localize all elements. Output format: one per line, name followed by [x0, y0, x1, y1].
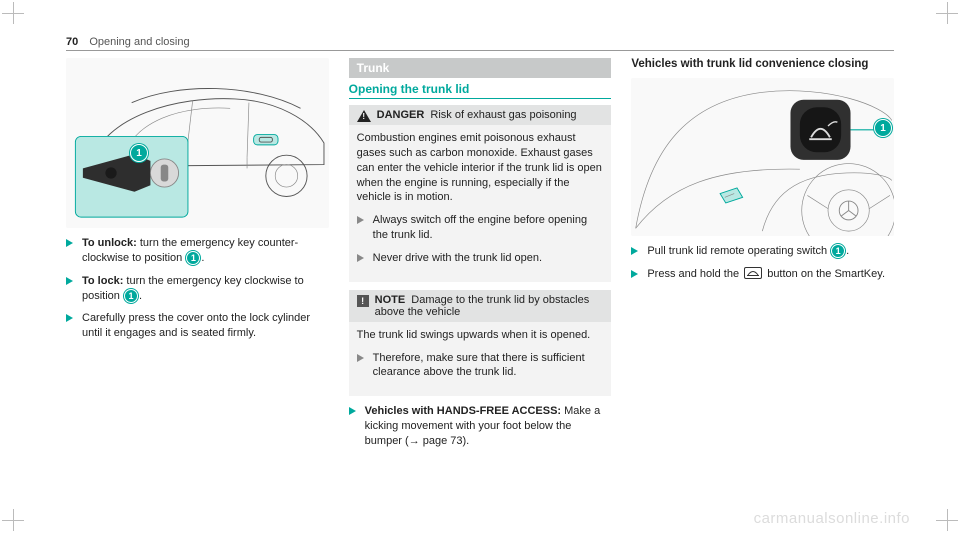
trunk-key-icon — [744, 267, 762, 279]
column-1: 1 To unlock: turn the emergency key coun… — [66, 58, 329, 503]
column-3: Vehicles with trunk lid convenience clos… — [631, 58, 894, 503]
page-header: 70 Opening and closing — [66, 36, 894, 51]
trunk-switch-illustration: 1 — [631, 78, 894, 236]
column-2: Trunk Opening the trunk lid DANGER Risk … — [349, 58, 612, 503]
note-icon: ! — [357, 295, 369, 307]
note-title: NOTE — [375, 294, 406, 306]
badge-1-inline: 1 — [831, 244, 845, 258]
warning-icon — [357, 110, 371, 122]
badge-1-inline: 1 — [124, 289, 138, 303]
col3-step-2: Press and hold the button on the SmartKe… — [631, 267, 894, 282]
col3-step-1: Pull trunk lid remote operating switch 1… — [631, 244, 894, 259]
step-cover: Carefully press the cover onto the lock … — [66, 311, 329, 341]
step-unlock: To unlock: turn the emergency key counte… — [66, 236, 329, 266]
danger-steps: Always switch off the engine before open… — [357, 213, 604, 266]
note-steps: Therefore, make sure that there is suffi… — [357, 351, 604, 381]
badge-1-inline: 1 — [186, 251, 200, 265]
watermark: carmanualsonline.info — [754, 510, 910, 527]
danger-subtitle: Risk of exhaust gas poisoning — [430, 109, 576, 121]
col3-heading: Vehicles with trunk lid convenience clos… — [631, 58, 894, 70]
step-lock: To lock: turn the emergency key clockwis… — [66, 274, 329, 304]
section-sub-open-trunk: Opening the trunk lid — [349, 78, 612, 99]
content-columns: 1 To unlock: turn the emergency key coun… — [66, 58, 894, 503]
chapter-title: Opening and closing — [89, 36, 189, 48]
hfa-item: Vehicles with HANDS-FREE ACCESS: Make a … — [349, 404, 612, 449]
callout-1-col3: 1 — [874, 119, 892, 137]
section-bar-trunk: Trunk — [349, 58, 612, 78]
col3-steps: Pull trunk lid remote operating switch 1… — [631, 244, 894, 282]
danger-box: DANGER Risk of exhaust gas poisoning Com… — [349, 105, 612, 282]
note-box: ! NOTE Damage to the trunk lid by obstac… — [349, 290, 612, 397]
note-step-1: Therefore, make sure that there is suffi… — [357, 351, 604, 381]
danger-title: DANGER — [377, 109, 425, 121]
hfa-step: Vehicles with HANDS-FREE ACCESS: Make a … — [349, 404, 612, 449]
callout-1: 1 — [130, 144, 148, 162]
note-subtitle: Damage to the trunk lid by obstacles abo… — [375, 294, 590, 318]
page-number: 70 — [66, 36, 78, 48]
door-key-illustration: 1 — [66, 58, 329, 228]
col1-steps: To unlock: turn the emergency key counte… — [66, 236, 329, 341]
danger-step-1: Always switch off the engine before open… — [357, 213, 604, 243]
danger-step-2: Never drive with the trunk lid open. — [357, 251, 604, 266]
danger-body: Combustion engines emit poisonous exhaus… — [357, 131, 604, 205]
note-body: The trunk lid swings upwards when it is … — [357, 328, 604, 343]
